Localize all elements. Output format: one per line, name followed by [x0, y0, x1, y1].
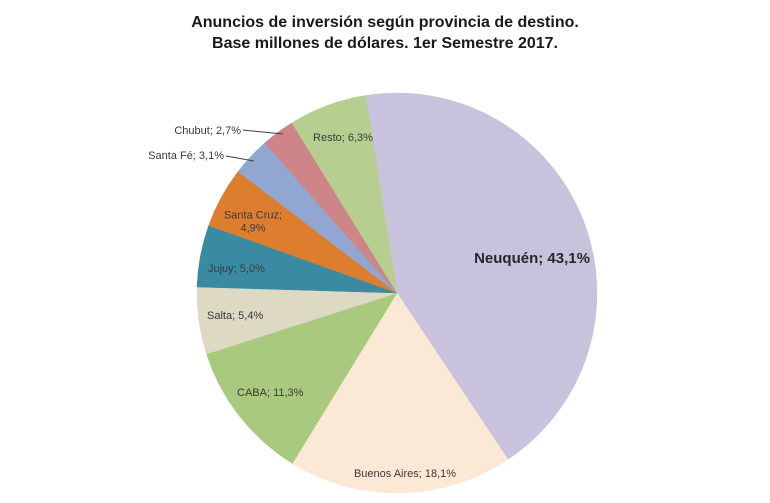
chart-title-line1: Anuncios de inversión según provincia de…: [191, 14, 579, 31]
pie-slice-caba: [206, 292, 398, 464]
chart-title-line2: Base millones de dólares. 1er Semestre 2…: [212, 35, 558, 52]
pie-slice-resto: [291, 95, 398, 294]
chart-title: Anuncios de inversión según provincia de…: [0, 12, 770, 54]
pie-slice-neuquen: [365, 92, 598, 460]
pie-slice-buenos-aires: [292, 292, 509, 494]
leader-line-santa-fe: [225, 155, 255, 162]
leader-line-chubut: [242, 129, 284, 135]
